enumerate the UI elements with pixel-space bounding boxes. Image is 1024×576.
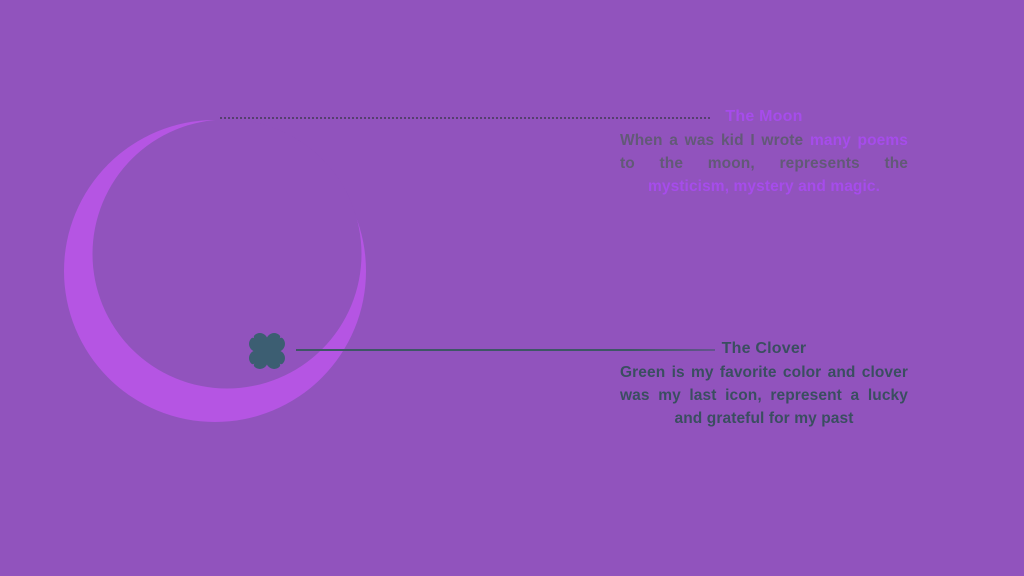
crescent-moon-shape bbox=[64, 119, 366, 422]
clover-connector-line bbox=[296, 349, 715, 351]
moon-text-highlight: many poems bbox=[809, 132, 909, 149]
clover-icon bbox=[249, 333, 285, 369]
moon-text-highlight: mysticism, mystery and magic. bbox=[647, 178, 881, 195]
moon-text-segment: When a was kid I wrote bbox=[620, 132, 810, 149]
clover-title: The Clover bbox=[721, 340, 807, 357]
clover-label-block: The Clover Green is my favorite color an… bbox=[620, 338, 908, 430]
moon-title: The Moon bbox=[725, 108, 803, 125]
moon-description: When a was kid I wrote many poems to the… bbox=[620, 129, 908, 198]
moon-connector-line bbox=[220, 117, 712, 119]
moon-text-segment: to the moon, represents the bbox=[620, 155, 908, 172]
moon-label-block: The Moon When a was kid I wrote many poe… bbox=[620, 106, 908, 198]
clover-description: Green is my favorite color and clover wa… bbox=[620, 364, 908, 427]
